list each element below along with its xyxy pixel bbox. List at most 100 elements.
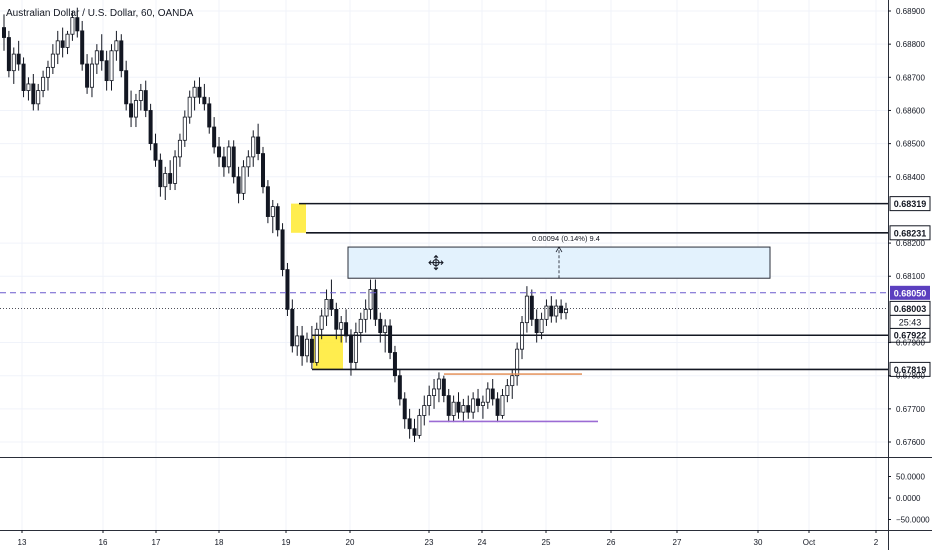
- candle-body: [202, 96, 207, 105]
- candle-body: [427, 395, 432, 406]
- candle: [26, 77, 31, 101]
- candle: [119, 34, 124, 78]
- candle-body: [36, 90, 41, 105]
- candle: [153, 133, 158, 167]
- candle-body: [344, 322, 349, 337]
- candle: [290, 299, 295, 353]
- level-price-box: [889, 196, 931, 212]
- candle-body: [104, 60, 109, 82]
- candle: [31, 73, 36, 111]
- level-price-text: 0.68231: [894, 228, 927, 238]
- time-tick-label: 18: [215, 538, 224, 547]
- drawings[interactable]: 0.00094 (0.14%) 9.4: [0, 202, 888, 423]
- candle: [129, 90, 134, 128]
- candle: [85, 54, 90, 94]
- candle: [226, 140, 231, 174]
- candle-body: [133, 100, 138, 118]
- candle: [368, 279, 373, 320]
- candle: [94, 44, 99, 74]
- candle-body: [495, 398, 500, 416]
- candle: [564, 302, 569, 320]
- candle-body: [217, 146, 222, 158]
- candle: [427, 385, 432, 416]
- candle-body: [70, 17, 75, 35]
- candle-body: [231, 146, 236, 178]
- candle: [236, 166, 241, 204]
- candle: [485, 382, 490, 409]
- candle-body: [324, 299, 329, 317]
- time-tick-label: 20: [346, 538, 355, 547]
- candle-body: [441, 378, 446, 396]
- candle-body: [451, 401, 456, 416]
- candle: [544, 299, 549, 326]
- candle: [363, 299, 368, 333]
- candle: [515, 342, 520, 386]
- dashed-level-box: [890, 285, 930, 300]
- candle-body: [241, 166, 246, 194]
- candle-body: [21, 63, 26, 91]
- candle-body: [89, 63, 94, 88]
- candle: [358, 312, 363, 343]
- candle-body: [358, 318, 363, 333]
- candle-body: [143, 90, 148, 111]
- candle: [422, 395, 427, 426]
- move-handle-icon[interactable]: [428, 254, 444, 271]
- candle-body: [353, 332, 358, 363]
- candle: [378, 312, 383, 343]
- price-tick-label: 0.67900: [896, 339, 925, 348]
- candle-body: [515, 348, 520, 377]
- candle: [397, 369, 402, 406]
- candle: [163, 166, 168, 200]
- last-price-text: 0.68003: [894, 304, 927, 314]
- candle-body: [280, 229, 285, 270]
- candle: [251, 130, 256, 167]
- price-tick-label: 0.68500: [896, 140, 925, 149]
- candle-body: [319, 315, 324, 330]
- countdown-box: [889, 314, 931, 329]
- candle-body: [412, 428, 417, 436]
- candle-body: [559, 305, 564, 314]
- candle-body: [158, 159, 163, 188]
- candle-body: [163, 173, 168, 188]
- candle-body: [119, 40, 124, 72]
- candle-body: [500, 395, 505, 416]
- candle-body: [153, 143, 158, 161]
- candle: [45, 60, 50, 91]
- candle-body: [109, 50, 114, 82]
- candle: [412, 418, 417, 442]
- time-tick-label: Oct: [803, 538, 816, 547]
- candle: [168, 160, 173, 191]
- candle-body: [339, 322, 344, 330]
- candle: [476, 388, 481, 413]
- candle-body: [45, 66, 50, 78]
- candle-body: [471, 398, 476, 413]
- candle: [392, 345, 397, 383]
- time-tick-label: 26: [607, 538, 616, 547]
- candle: [554, 299, 559, 323]
- candle: [124, 60, 129, 111]
- candle: [520, 316, 525, 360]
- time-tick-label: 23: [425, 538, 434, 547]
- candle: [285, 262, 290, 317]
- candle-body: [2, 27, 7, 38]
- candle-body: [251, 136, 256, 158]
- time-tick-label: 13: [18, 538, 27, 547]
- candle: [314, 322, 319, 366]
- candle: [41, 70, 46, 98]
- candle-body: [11, 53, 16, 72]
- candle: [466, 395, 471, 419]
- candle-body: [300, 335, 305, 357]
- candle: [324, 289, 329, 326]
- candle-body: [295, 335, 300, 347]
- candle: [241, 160, 246, 200]
- level-price-box: [889, 361, 931, 377]
- indicator-tick-label: 0.0000: [896, 494, 921, 503]
- candle-body: [226, 146, 231, 168]
- candle-body: [148, 110, 153, 145]
- candle-body: [6, 37, 11, 72]
- candle-body: [549, 305, 554, 317]
- candle: [143, 80, 148, 118]
- candle-body: [373, 289, 378, 320]
